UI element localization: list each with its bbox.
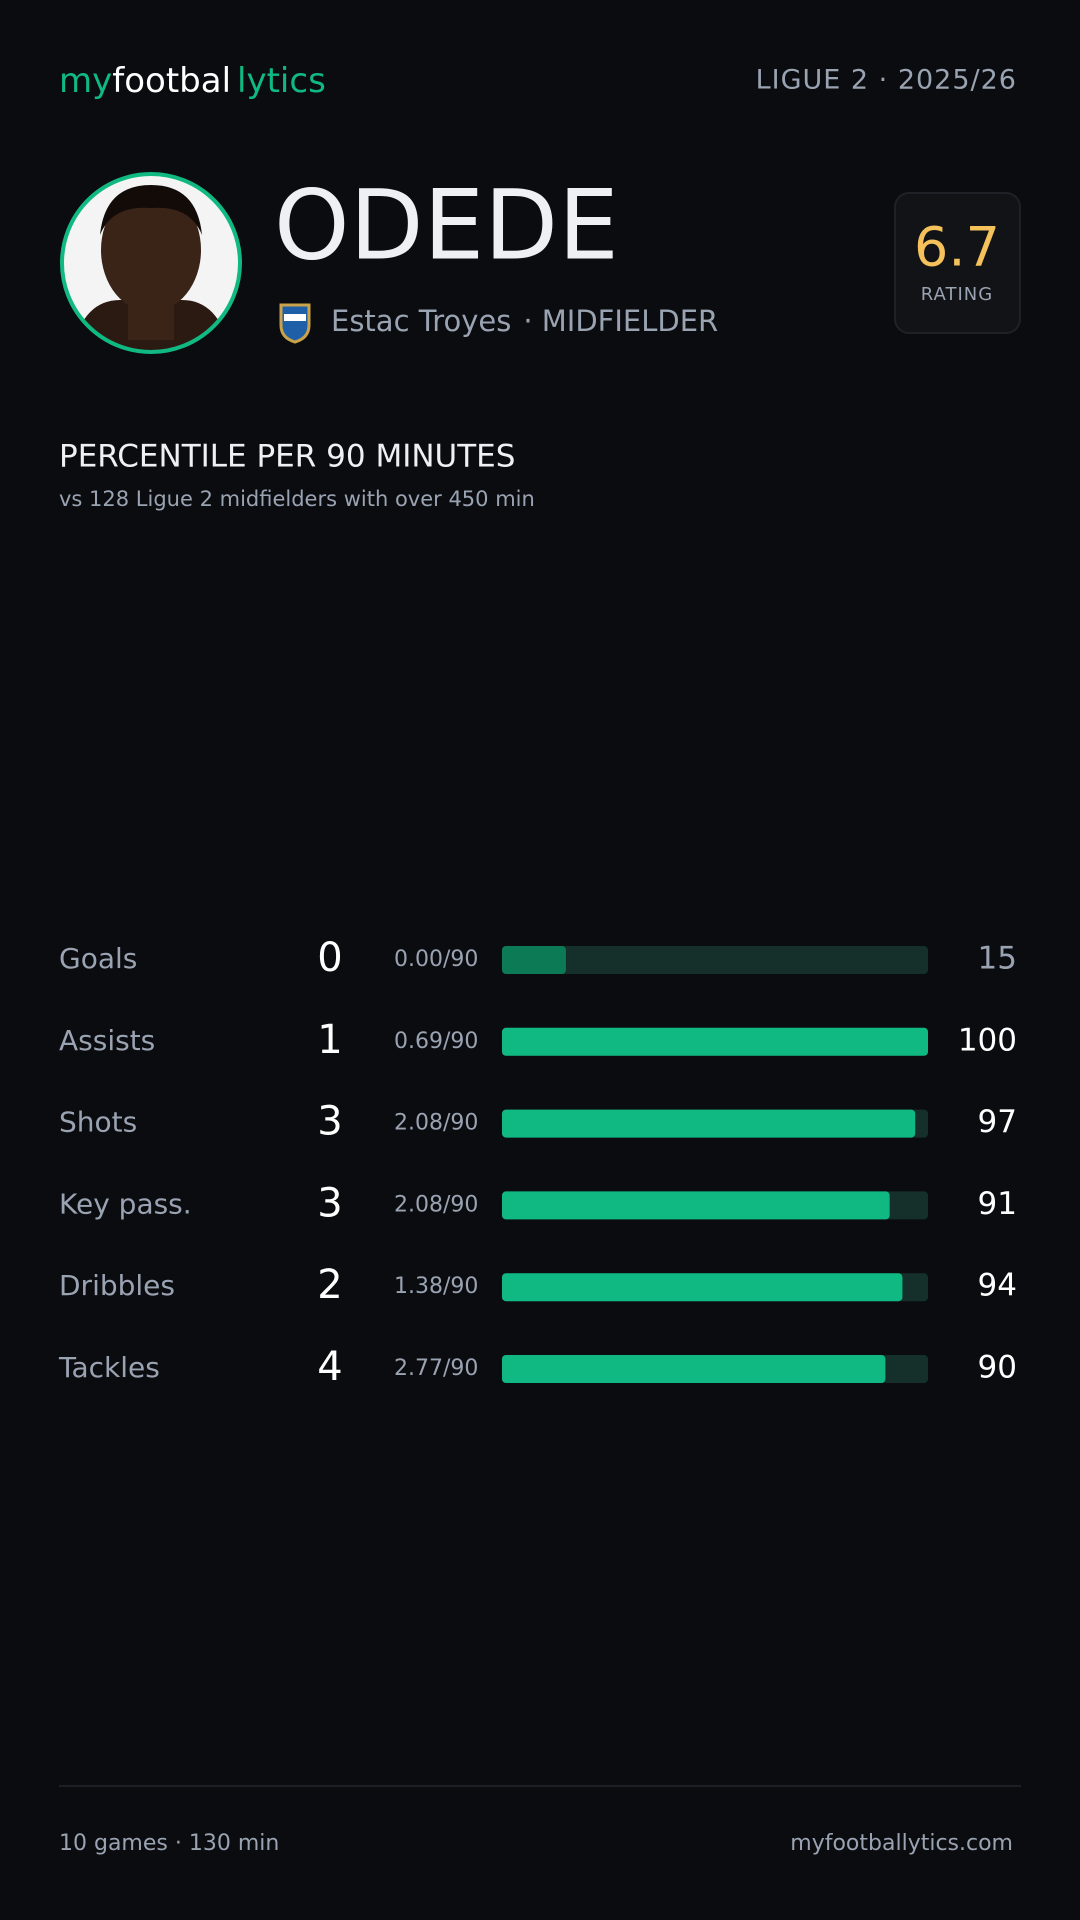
stat-total: 4 — [317, 1344, 342, 1390]
section-subtitle: vs 128 Ligue 2 midfielders with over 450… — [59, 487, 535, 511]
bar-track — [502, 946, 928, 974]
footer-left: 10 games · 130 min — [59, 1831, 279, 1856]
stat-total: 3 — [317, 1180, 342, 1226]
footer-right: myfootballytics.com — [790, 1831, 1013, 1856]
stat-per90: 2.77/90 — [394, 1356, 478, 1381]
stat-total: 2 — [317, 1262, 342, 1308]
percentile-bar — [502, 1191, 890, 1220]
percentile-value: 90 — [978, 1350, 1017, 1386]
brand-part: lytics — [237, 61, 326, 101]
stat-label: Shots — [59, 1106, 137, 1139]
player-name: ODEDE — [274, 169, 619, 281]
brand-part: footbal — [112, 61, 231, 101]
brand: myfootbal lytics — [59, 61, 326, 101]
stat-per90: 0.00/90 — [394, 947, 478, 972]
percentile-bar — [502, 1355, 886, 1383]
brand-part: my — [59, 61, 112, 101]
stat-label: Key pass. — [59, 1187, 192, 1220]
percentile-bar — [502, 1027, 928, 1056]
stat-label: Assists — [59, 1024, 155, 1057]
percentile-value: 15 — [978, 941, 1017, 977]
stat-label: Dribbles — [59, 1269, 175, 1302]
percentile-value: 97 — [978, 1104, 1017, 1140]
stat-per90: 2.08/90 — [394, 1192, 478, 1217]
league: LIGUE 2 · 2025/26 — [756, 65, 1017, 96]
stat-total: 3 — [317, 1099, 342, 1145]
section-title: PERCENTILE PER 90 MINUTES — [59, 439, 515, 475]
percentile-bar — [502, 1109, 916, 1138]
rating-box — [894, 192, 1021, 334]
rating-value: 6.7 — [914, 216, 1000, 279]
percentile-value: 94 — [978, 1268, 1017, 1304]
position: · MIDFIELDER — [523, 304, 718, 338]
stat-per90: 2.08/90 — [394, 1111, 478, 1136]
percentile-value: 100 — [958, 1022, 1017, 1058]
club-name: Estac Troyes — [331, 304, 511, 338]
club-badge — [279, 303, 311, 344]
stat-per90: 0.69/90 — [394, 1029, 478, 1054]
stat-per90: 1.38/90 — [394, 1274, 478, 1299]
stat-label: Tackles — [58, 1351, 160, 1384]
stat-total: 1 — [317, 1017, 342, 1063]
percentile-value: 91 — [978, 1186, 1017, 1222]
rating-label: RATING — [921, 284, 993, 305]
stat-rows: Goals 0 0.00/90 15 Assists 1 0.69/90 100 Shots 3 2… — [58, 935, 1017, 1390]
club: Estac Troyes · MIDFIELDER — [331, 304, 718, 338]
stat-total: 0 — [317, 935, 342, 981]
stat-label: Goals — [59, 942, 137, 975]
percentile-bar — [502, 1273, 903, 1302]
percentile-bar — [502, 946, 566, 974]
